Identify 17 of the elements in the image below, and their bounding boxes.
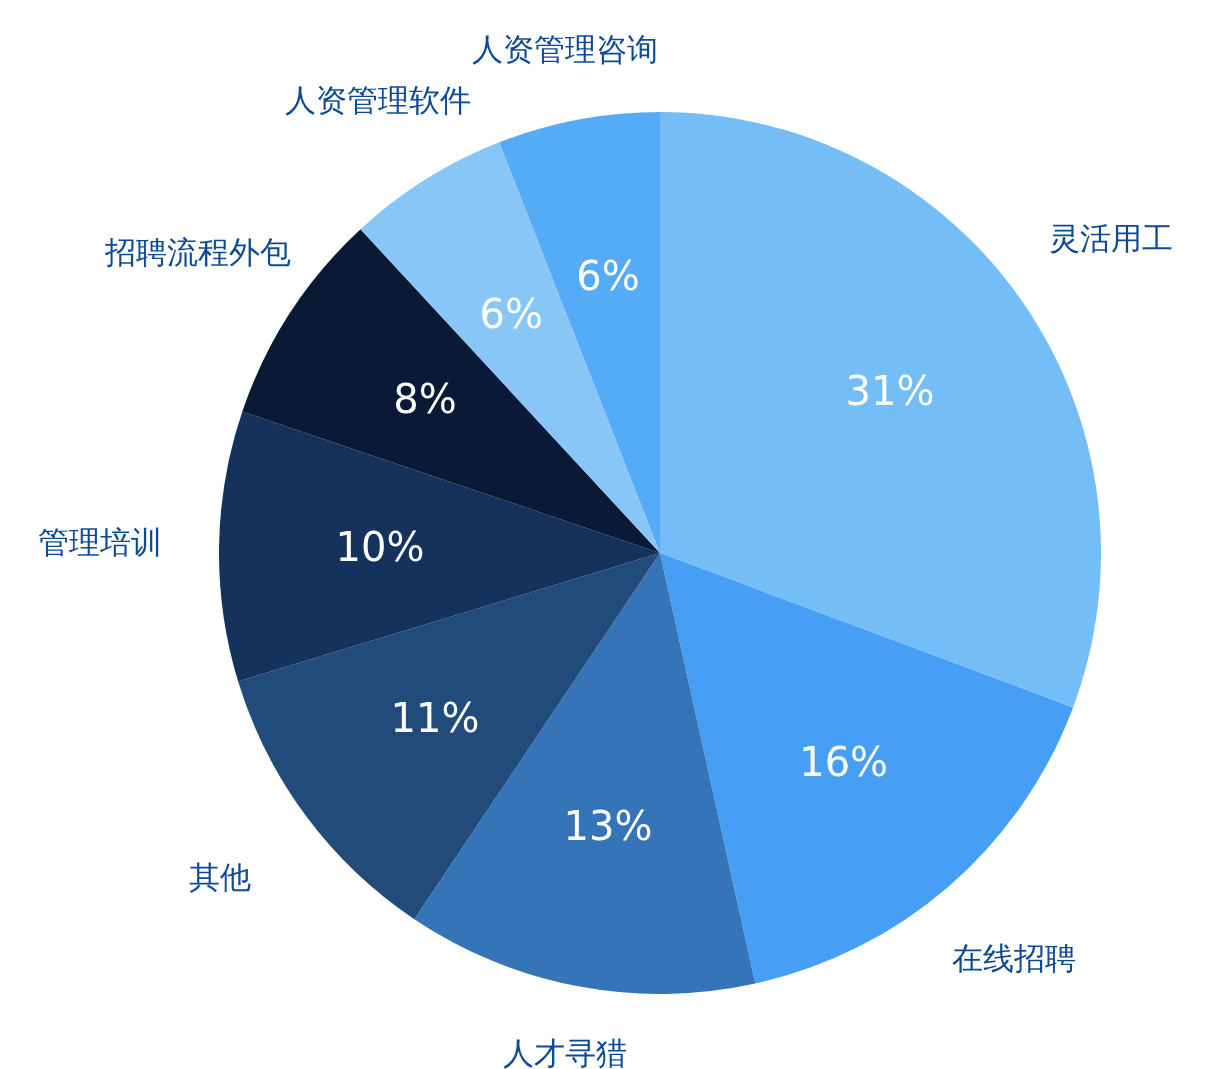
slice-label: 其他 xyxy=(188,859,251,896)
data-label: 10% xyxy=(335,523,425,570)
slice-label: 在线招聘 xyxy=(951,940,1076,977)
data-label: 31% xyxy=(845,368,935,415)
slice-label: 人才寻猎 xyxy=(503,1035,628,1069)
data-label: 16% xyxy=(799,739,889,786)
data-label: 13% xyxy=(563,803,653,850)
slice-label: 灵活用工 xyxy=(1049,219,1174,256)
data-label: 11% xyxy=(390,694,480,741)
slice-label: 管理培训 xyxy=(38,524,163,561)
data-label: 8% xyxy=(393,375,457,422)
pie-slice xyxy=(660,553,1074,984)
data-label: 6% xyxy=(479,290,544,337)
slice-label: 人资管理咨询 xyxy=(472,30,659,67)
slice-label: 招聘流程外包 xyxy=(104,233,292,270)
slice-label: 人资管理软件 xyxy=(284,82,471,119)
data-label: 6% xyxy=(576,252,640,299)
